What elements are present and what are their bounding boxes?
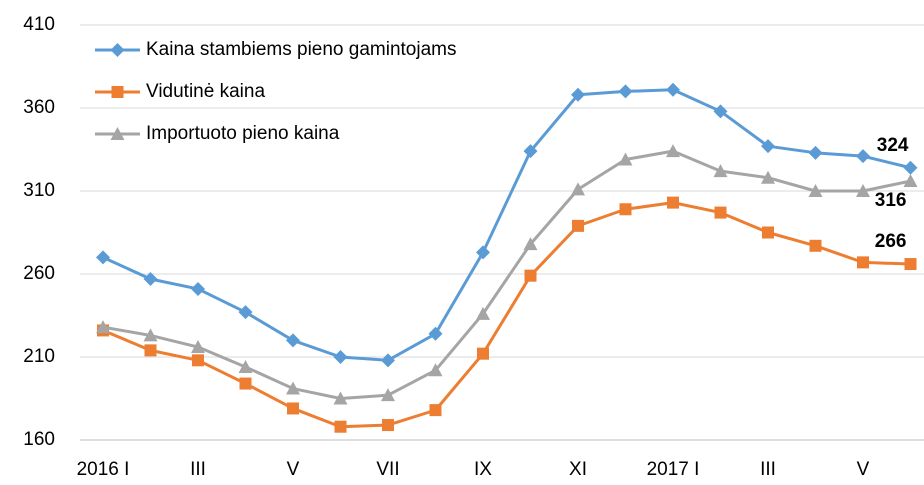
legend-label: Vidutinė kaina [146,81,265,102]
series-line [102,149,911,400]
marker [428,363,443,377]
marker [239,377,252,390]
marker [761,139,775,154]
y-tick-label: 210 [23,346,55,367]
marker [618,152,633,166]
marker [287,402,299,415]
marker [381,388,395,402]
marker [572,219,584,232]
y-tick-label: 360 [23,97,55,118]
marker [238,305,253,320]
marker [667,196,679,209]
marker [713,104,728,119]
marker [523,237,538,251]
y-tick-label: 310 [23,180,55,201]
marker [618,84,633,99]
marker [428,326,443,341]
marker [143,328,158,342]
marker [856,184,870,197]
marker [96,250,110,265]
data-label: 316 [875,190,907,211]
marker [808,145,823,160]
y-tick-label: 260 [23,263,55,284]
marker [571,87,585,102]
x-tick-label: 2016 I [77,459,130,480]
marker [713,164,728,178]
marker [144,344,157,357]
marker [429,404,442,417]
series-line [102,88,911,362]
marker [903,174,918,188]
marker [333,391,348,405]
data-label: 324 [877,135,909,156]
x-tick-label: IX [474,459,492,480]
marker [761,170,775,184]
x-tick-label: V [287,459,300,480]
marker [192,354,204,367]
marker [762,226,774,239]
marker [571,182,585,196]
marker [476,245,490,260]
marker [381,353,395,368]
marker [524,269,537,282]
marker [809,239,822,252]
legend-label: Importuoto pieno kaina [146,123,340,144]
marker [666,82,680,97]
marker [477,347,489,360]
marker [382,419,394,432]
marker [191,340,205,354]
marker [286,381,300,395]
marker [476,306,490,320]
x-tick-label: III [760,459,776,480]
x-tick-label: XI [569,459,587,480]
marker [96,320,110,334]
marker [110,43,125,57]
marker [333,350,348,364]
series-line [102,201,911,429]
marker [857,256,869,269]
marker [619,203,632,216]
data-label: 266 [875,231,907,252]
y-tick-label: 410 [23,14,55,35]
marker [110,127,125,140]
x-tick-label: 2017 I [647,459,700,480]
marker [714,206,727,219]
marker [903,160,918,175]
marker [334,420,347,433]
x-tick-label: V [857,459,870,480]
legend-label: Kaina stambiems pieno gamintojams [146,39,457,60]
y-tick-label: 160 [23,429,55,450]
x-tick-label: VII [376,459,399,480]
marker [238,359,253,373]
marker [111,86,124,98]
marker [666,144,680,158]
marker [856,149,870,164]
marker [808,184,823,197]
marker [143,271,158,286]
marker [523,144,538,159]
x-tick-label: III [190,459,206,480]
marker [286,333,300,348]
marker [191,281,205,296]
marker [904,258,917,271]
